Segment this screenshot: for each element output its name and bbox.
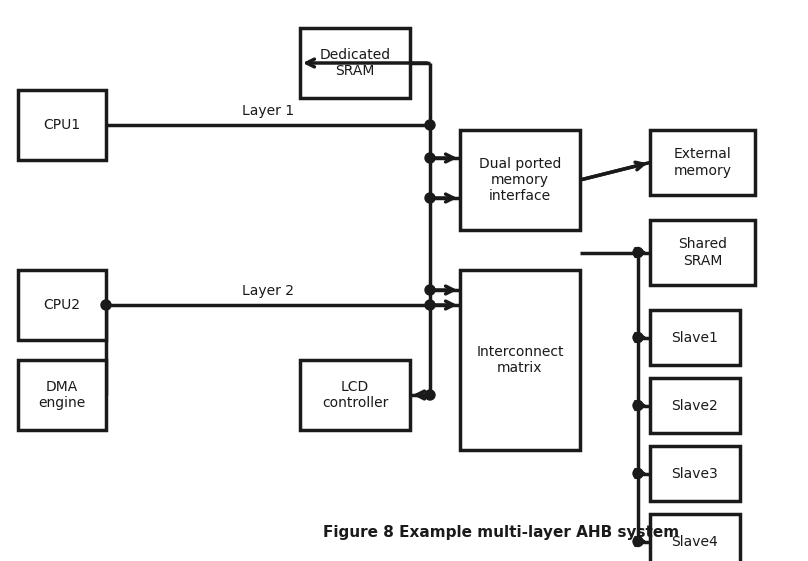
- Bar: [650, 220, 755, 285]
- Bar: [18, 360, 106, 430]
- Bar: [18, 90, 106, 160]
- Bar: [650, 446, 740, 501]
- Text: Interconnect
matrix: Interconnect matrix: [476, 345, 564, 375]
- Text: Shared
SRAM: Shared SRAM: [678, 237, 727, 268]
- Circle shape: [101, 300, 111, 310]
- Text: Dual ported
memory
interface: Dual ported memory interface: [479, 157, 562, 203]
- Circle shape: [425, 300, 435, 310]
- Circle shape: [425, 390, 435, 400]
- Bar: [650, 310, 740, 365]
- Text: CPU2: CPU2: [44, 298, 81, 312]
- Text: Dedicated
SRAM: Dedicated SRAM: [319, 48, 390, 78]
- Circle shape: [425, 285, 435, 295]
- Circle shape: [425, 193, 435, 203]
- Text: Slave2: Slave2: [671, 398, 718, 412]
- Text: DMA
engine: DMA engine: [38, 380, 86, 410]
- Text: LCD
controller: LCD controller: [322, 380, 388, 410]
- Text: CPU1: CPU1: [44, 118, 81, 132]
- Circle shape: [425, 153, 435, 163]
- Text: Figure 8 Example multi-layer AHB system: Figure 8 Example multi-layer AHB system: [323, 526, 679, 540]
- Text: Layer 1: Layer 1: [242, 104, 294, 118]
- Circle shape: [633, 468, 643, 479]
- Bar: [18, 270, 106, 340]
- Text: Slave1: Slave1: [671, 330, 718, 344]
- Bar: [460, 270, 580, 450]
- Text: External
memory: External memory: [674, 148, 731, 178]
- Text: Layer 2: Layer 2: [242, 284, 294, 298]
- Bar: [300, 28, 410, 98]
- Text: Slave3: Slave3: [671, 467, 718, 481]
- Bar: [460, 130, 580, 230]
- Circle shape: [425, 120, 435, 130]
- Bar: [650, 514, 740, 561]
- Text: Slave4: Slave4: [671, 535, 718, 549]
- Circle shape: [633, 401, 643, 411]
- Circle shape: [633, 247, 643, 257]
- Bar: [300, 360, 410, 430]
- Bar: [650, 378, 740, 433]
- Circle shape: [633, 536, 643, 546]
- Circle shape: [633, 333, 643, 343]
- Bar: [650, 130, 755, 195]
